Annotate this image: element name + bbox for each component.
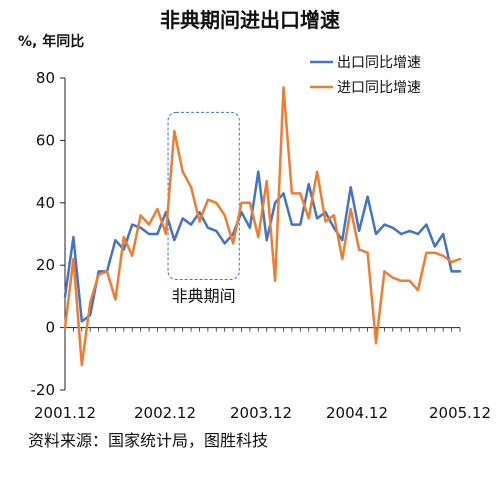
x-tick-label: 2005.12 — [429, 404, 491, 422]
series-layer — [63, 86, 462, 367]
y-axis-ticks: -20 0 20 40 60 80 — [31, 69, 65, 399]
series-line-import — [63, 86, 462, 367]
y-tick-label: 40 — [36, 194, 55, 212]
series-line-export — [63, 170, 462, 323]
legend-label-import: 进口同比增速 — [337, 80, 421, 96]
chart-title: 非典期间进出口增速 — [160, 8, 340, 32]
y-tick-label: 80 — [36, 69, 55, 87]
x-tick-label: 2004.12 — [326, 404, 388, 422]
x-tick-label: 2001.12 — [34, 404, 96, 422]
annotation-label: 非典期间 — [172, 286, 236, 305]
annotation-group: 非典期间 — [167, 111, 240, 305]
annotation-box — [167, 111, 240, 280]
y-tick-label: 20 — [36, 256, 55, 274]
y-tick-label: -20 — [31, 381, 56, 399]
x-axis-ticks: 2001.12 2002.12 2003.12 2004.12 2005.12 — [34, 327, 491, 422]
y-tick-label: 60 — [36, 131, 55, 149]
x-tick-label: 2002.12 — [134, 404, 196, 422]
legend-label-export: 出口同比增速 — [337, 55, 421, 71]
x-tick-label: 2003.12 — [230, 404, 292, 422]
y-tick-label: 0 — [45, 319, 55, 337]
legend: 出口同比增速 进口同比增速 — [310, 55, 421, 96]
y-axis-label: %, 年同比 — [18, 33, 84, 50]
source-note: 资料来源：国家统计局，图胜科技 — [28, 431, 268, 450]
